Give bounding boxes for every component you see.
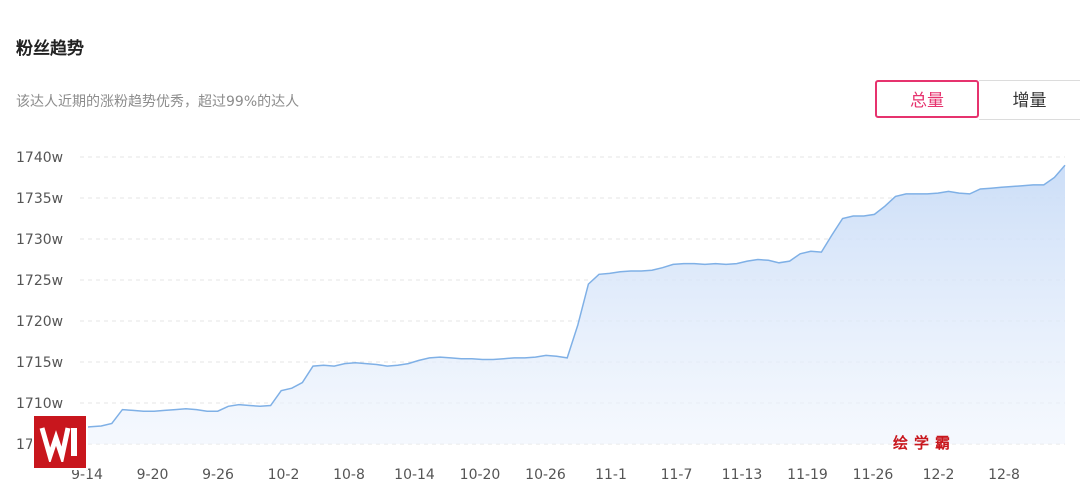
x-tick-label: 10-8	[333, 467, 365, 483]
x-tick-label: 11-13	[722, 467, 763, 483]
x-tick-label: 9-20	[137, 467, 169, 483]
x-tick-label: 9-26	[202, 467, 234, 483]
y-tick-label: 1710w	[16, 396, 63, 412]
page-title: 粉丝趋势	[16, 39, 84, 59]
y-tick-label: 1725w	[16, 273, 63, 289]
trend-description: 该达人近期的涨粉趋势优秀，超过99%的达人	[16, 94, 300, 110]
series-area	[80, 165, 1065, 444]
y-tick-label: 1735w	[16, 191, 63, 207]
y-tick-label: 1740w	[16, 150, 63, 166]
metric-toggle: 总量 增量	[875, 80, 1080, 120]
watermark-text: 绘学霸	[893, 434, 957, 452]
series-line	[79, 164, 1066, 429]
y-tick-label: 1720w	[16, 314, 63, 330]
x-tick-label: 10-20	[460, 467, 501, 483]
x-axis-labels: 9-14 9-20 9-26 10-2 10-8 10-14 10-20 10-26 11-1 1…	[71, 467, 1020, 483]
y-axis-labels: 1740w1735w1730w1725w1720w1715w1710w1705w	[16, 150, 63, 453]
x-tick-label: 12-2	[923, 467, 955, 483]
x-tick-label: 11-1	[595, 467, 627, 483]
x-tick-label: 10-14	[394, 467, 435, 483]
x-tick-label: 11-19	[787, 467, 828, 483]
x-tick-label: 10-2	[268, 467, 300, 483]
x-tick-label: 9-14	[71, 467, 103, 483]
x-tick-label: 11-26	[853, 467, 894, 483]
x-tick-label: 10-26	[525, 467, 566, 483]
increment-button[interactable]: 增量	[979, 80, 1080, 120]
x-tick-label: 11-7	[661, 467, 693, 483]
x-tick-label: 12-8	[988, 467, 1020, 483]
total-button[interactable]: 总量	[875, 80, 979, 118]
y-tick-label: 1730w	[16, 232, 63, 248]
y-tick-label: 1715w	[16, 355, 63, 371]
brand-logo-icon	[32, 414, 88, 470]
